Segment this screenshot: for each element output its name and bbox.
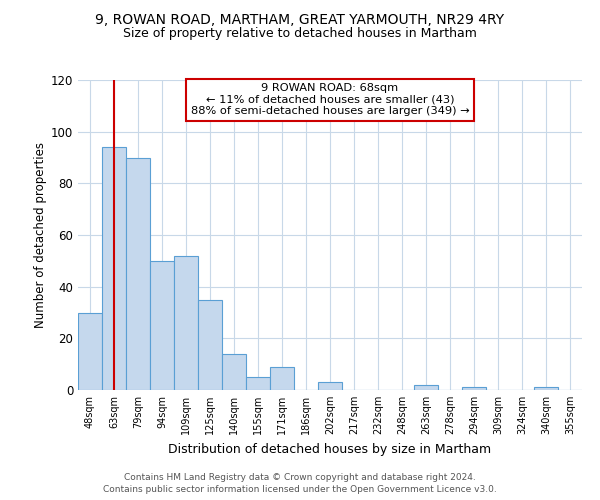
Text: Contains HM Land Registry data © Crown copyright and database right 2024.: Contains HM Land Registry data © Crown c…: [124, 472, 476, 482]
X-axis label: Distribution of detached houses by size in Martham: Distribution of detached houses by size …: [169, 442, 491, 456]
Bar: [126, 158, 150, 390]
Text: Size of property relative to detached houses in Martham: Size of property relative to detached ho…: [123, 28, 477, 40]
Text: 9, ROWAN ROAD, MARTHAM, GREAT YARMOUTH, NR29 4RY: 9, ROWAN ROAD, MARTHAM, GREAT YARMOUTH, …: [95, 12, 505, 26]
Bar: [318, 382, 342, 390]
Y-axis label: Number of detached properties: Number of detached properties: [34, 142, 47, 328]
Bar: [222, 354, 246, 390]
Bar: [150, 261, 174, 390]
Bar: [78, 312, 102, 390]
Bar: [246, 377, 270, 390]
Bar: [414, 385, 438, 390]
Bar: [174, 256, 198, 390]
Bar: [462, 388, 486, 390]
Bar: [270, 367, 294, 390]
Text: 9 ROWAN ROAD: 68sqm
← 11% of detached houses are smaller (43)
88% of semi-detach: 9 ROWAN ROAD: 68sqm ← 11% of detached ho…: [191, 83, 469, 116]
Bar: [102, 147, 126, 390]
Bar: [198, 300, 222, 390]
Bar: [534, 388, 558, 390]
Text: Contains public sector information licensed under the Open Government Licence v3: Contains public sector information licen…: [103, 485, 497, 494]
